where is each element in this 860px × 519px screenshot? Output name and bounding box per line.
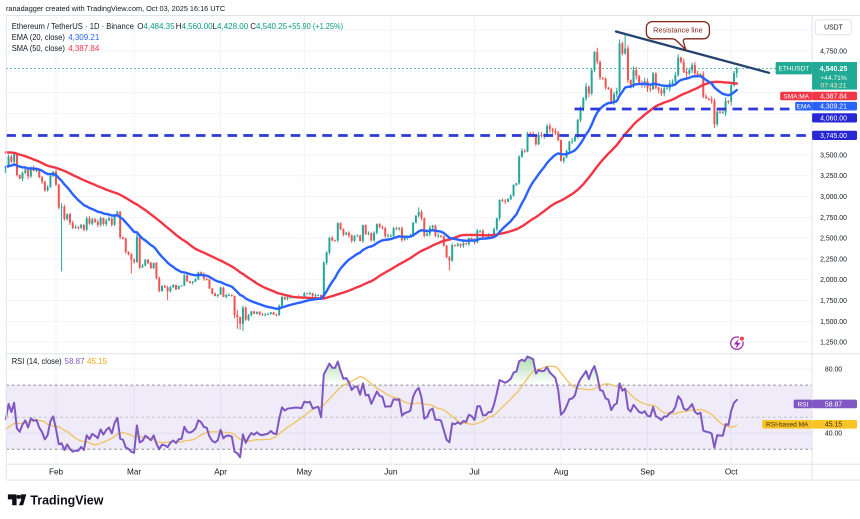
svg-text:80.00: 80.00: [825, 366, 842, 373]
svg-text:4,387.84: 4,387.84: [820, 93, 847, 100]
svg-text:Sep: Sep: [640, 468, 655, 477]
svg-text:3,000.00: 3,000.00: [820, 194, 847, 201]
svg-text:USDT: USDT: [824, 25, 844, 32]
svg-text:07:43:21: 07:43:21: [820, 83, 846, 90]
svg-text:3,250.00: 3,250.00: [820, 173, 847, 180]
svg-text:Aug: Aug: [554, 468, 569, 477]
svg-text:4,309.21: 4,309.21: [820, 104, 847, 111]
svg-text:RSI: RSI: [797, 401, 808, 408]
svg-text:May: May: [297, 468, 313, 477]
svg-text:Feb: Feb: [49, 468, 64, 477]
svg-text:1,500.00: 1,500.00: [820, 319, 847, 326]
svg-text:TradingView: TradingView: [30, 493, 103, 508]
svg-text:Ethereum / TetherUS · 1D · Bin: Ethereum / TetherUS · 1D · Binance O4,484…: [12, 22, 344, 31]
svg-text:EMA (20, close)4,309.21: EMA (20, close) 4,309.21: [12, 33, 100, 42]
svg-text:3,745.00: 3,745.00: [820, 133, 847, 140]
svg-text:ranadagger created with Tradin: ranadagger created with TradingView.com,…: [6, 4, 226, 13]
svg-text:1,250.00: 1,250.00: [820, 340, 847, 347]
svg-text:3,500.00: 3,500.00: [820, 152, 847, 159]
svg-text:4,060.00: 4,060.00: [820, 115, 847, 122]
svg-text:EMA: EMA: [797, 104, 812, 111]
svg-text:ETHUSDT: ETHUSDT: [779, 66, 810, 73]
svg-text:Resistance line: Resistance line: [653, 26, 703, 35]
svg-text:40.00: 40.00: [825, 431, 842, 438]
svg-text:4,540.25: 4,540.25: [820, 65, 848, 73]
svg-text:Apr: Apr: [214, 468, 227, 477]
svg-text:2,750.00: 2,750.00: [820, 215, 847, 222]
svg-text:SMA (50, close)4,387.84: SMA (50, close) 4,387.84: [12, 44, 100, 53]
svg-text:2,500.00: 2,500.00: [820, 236, 847, 243]
svg-text:4,750.00: 4,750.00: [820, 48, 847, 55]
svg-text:45.15: 45.15: [825, 422, 842, 429]
svg-text:2,000.00: 2,000.00: [820, 277, 847, 284]
svg-text:+44.71%: +44.71%: [820, 75, 847, 82]
svg-text:Jun: Jun: [384, 468, 398, 477]
svg-text:1,750.00: 1,750.00: [820, 298, 847, 305]
svg-text:Jul: Jul: [469, 468, 480, 477]
svg-text:2,250.00: 2,250.00: [820, 256, 847, 263]
svg-text:Oct: Oct: [725, 468, 738, 477]
svg-text:SMA:MA: SMA:MA: [783, 93, 809, 100]
svg-text:Mar: Mar: [127, 468, 141, 477]
svg-text:RSI-based MA: RSI-based MA: [766, 422, 809, 429]
svg-text:58.87: 58.87: [825, 401, 842, 408]
